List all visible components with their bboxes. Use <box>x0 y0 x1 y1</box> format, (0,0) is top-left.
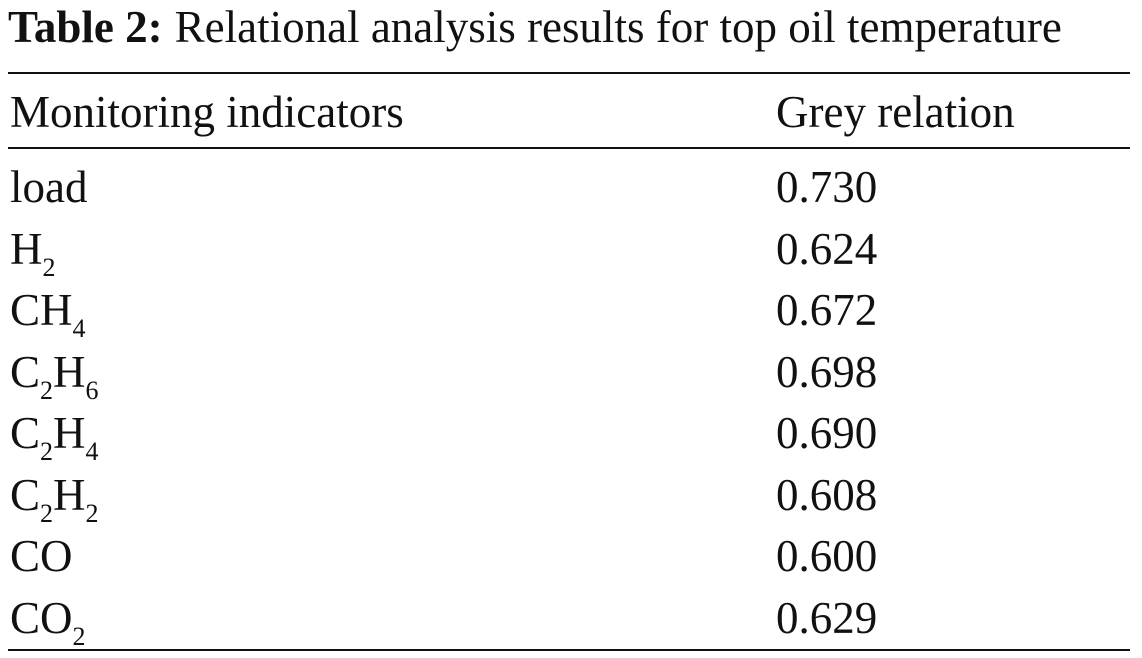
grey-relation-cell: 0.690 <box>776 408 878 458</box>
table-row: C2H6 0.698 <box>8 342 1130 405</box>
indicator-subscript: 2 <box>42 252 56 282</box>
grey-relation-cell: 0.600 <box>776 531 878 581</box>
grey-relation-cell: 0.698 <box>776 346 878 397</box>
data-table: Monitoring indicators Grey relation load… <box>8 0 1130 658</box>
indicator-text: CO <box>10 592 73 643</box>
indicator-text: H <box>53 408 86 458</box>
grey-relation-cell: 0.672 <box>776 285 878 335</box>
table-row: CO2 0.629 <box>8 588 1130 651</box>
indicator-subscript: 2 <box>40 437 54 466</box>
indicator-text: H <box>10 223 43 274</box>
indicator-cell: CH4 <box>10 280 86 343</box>
table-row: load 0.730 <box>8 157 1130 218</box>
indicator-subscript: 4 <box>72 314 86 343</box>
table-caption-text: Relational analysis results for top oil … <box>174 2 1062 52</box>
grey-relation-cell: 0.624 <box>776 223 878 274</box>
indicator-text: load <box>10 162 88 212</box>
indicator-subscript: 2 <box>40 375 54 405</box>
table-row: C2H4 0.690 <box>8 403 1130 466</box>
table-row: CH4 0.672 <box>8 280 1130 343</box>
table-caption-label: Table 2: <box>8 2 163 52</box>
table-row: CO 0.600 <box>8 526 1130 587</box>
indicator-subscript: 6 <box>85 375 99 405</box>
header-rule <box>8 147 1130 149</box>
indicator-cell: C2H2 <box>10 465 99 528</box>
indicator-text: CO <box>10 531 73 581</box>
indicator-subscript: 2 <box>72 621 86 651</box>
indicator-text: C <box>10 408 41 458</box>
grey-relation-cell: 0.730 <box>776 162 878 212</box>
indicator-cell: CO2 <box>10 588 86 651</box>
indicator-text: C <box>10 346 41 397</box>
header-grey-relation: Grey relation <box>776 87 1015 137</box>
indicator-cell: CO <box>10 526 73 587</box>
header-monitoring-indicators: Monitoring indicators <box>10 87 404 137</box>
indicator-text: CH <box>10 285 73 335</box>
bottom-rule <box>8 649 1130 651</box>
indicator-cell: load <box>10 157 87 218</box>
indicator-subscript: 4 <box>85 437 99 466</box>
grey-relation-cell: 0.629 <box>776 592 878 643</box>
indicator-subscript: 2 <box>85 498 99 528</box>
indicator-text: H <box>53 469 86 520</box>
indicator-cell: C2H4 <box>10 403 99 466</box>
table-caption: Table 2: Relational analysis results for … <box>8 2 1062 52</box>
grey-relation-cell: 0.608 <box>776 469 878 520</box>
indicator-text: C <box>10 469 41 520</box>
table-row: H2 0.624 <box>8 219 1130 282</box>
indicator-cell: C2H6 <box>10 342 99 405</box>
table-row: C2H2 0.608 <box>8 465 1130 528</box>
table-header-row: Monitoring indicators Grey relation <box>8 82 1130 142</box>
indicator-subscript: 2 <box>40 498 54 528</box>
top-rule <box>8 72 1130 74</box>
indicator-cell: H2 <box>10 219 56 282</box>
indicator-text: H <box>53 346 86 397</box>
